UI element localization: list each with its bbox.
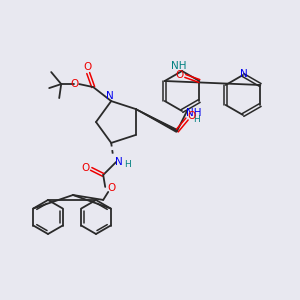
Text: NH: NH — [171, 61, 187, 71]
Text: O: O — [175, 70, 183, 80]
Text: N: N — [115, 157, 123, 167]
Polygon shape — [136, 109, 178, 132]
Text: H: H — [194, 115, 200, 124]
Text: N: N — [240, 69, 248, 79]
Text: O: O — [188, 111, 196, 121]
Text: NH: NH — [186, 108, 202, 118]
Text: O: O — [70, 79, 78, 89]
Text: O: O — [107, 183, 115, 193]
Text: N: N — [106, 91, 114, 101]
Text: O: O — [81, 163, 89, 173]
Text: O: O — [83, 62, 91, 72]
Text: H: H — [124, 160, 130, 169]
